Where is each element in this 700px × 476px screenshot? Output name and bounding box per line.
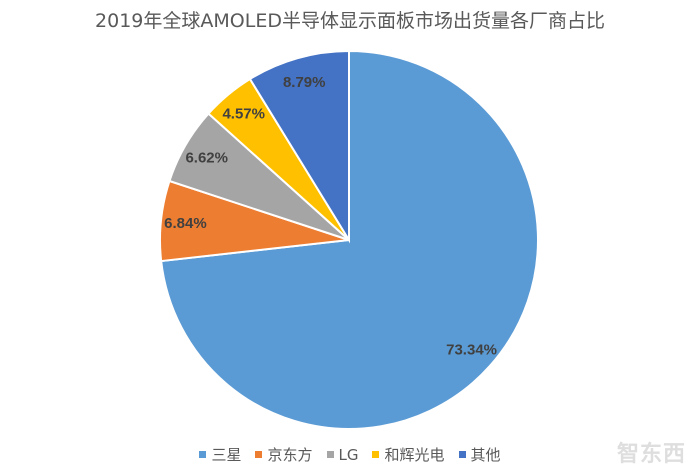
pie-slice-4 bbox=[248, 49, 350, 244]
legend-swatch bbox=[326, 451, 334, 458]
legend-swatch bbox=[372, 451, 380, 458]
chart-title: 2019年全球AMOLED半导体显示面板市场出货量各厂商占比 bbox=[95, 10, 605, 32]
data-label: 8.79% bbox=[283, 74, 326, 91]
legend-item: 京东方 bbox=[255, 444, 313, 465]
legend-swatch bbox=[199, 451, 207, 458]
legend-item: 和辉光电 bbox=[372, 444, 445, 465]
legend-item: LG bbox=[326, 444, 359, 465]
legend-label: 三星 bbox=[211, 446, 242, 464]
legend-label: LG bbox=[338, 445, 359, 464]
data-label: 6.62% bbox=[185, 150, 228, 167]
data-label: 6.84% bbox=[164, 215, 207, 232]
data-label: 73.34% bbox=[446, 342, 497, 359]
legend-label: 其他 bbox=[470, 446, 501, 464]
legend-label: 京东方 bbox=[267, 446, 313, 464]
legend-item: 其他 bbox=[458, 444, 501, 465]
data-label: 4.57% bbox=[222, 106, 265, 123]
legend-swatch bbox=[255, 451, 263, 458]
legend-item: 三星 bbox=[199, 444, 241, 465]
watermark-logo: 智东西 bbox=[616, 442, 686, 467]
legend-swatch bbox=[458, 451, 466, 458]
legend: 三星 京东方 LG 和辉光电 其他 bbox=[0, 444, 700, 465]
legend-label: 和辉光电 bbox=[384, 446, 445, 464]
